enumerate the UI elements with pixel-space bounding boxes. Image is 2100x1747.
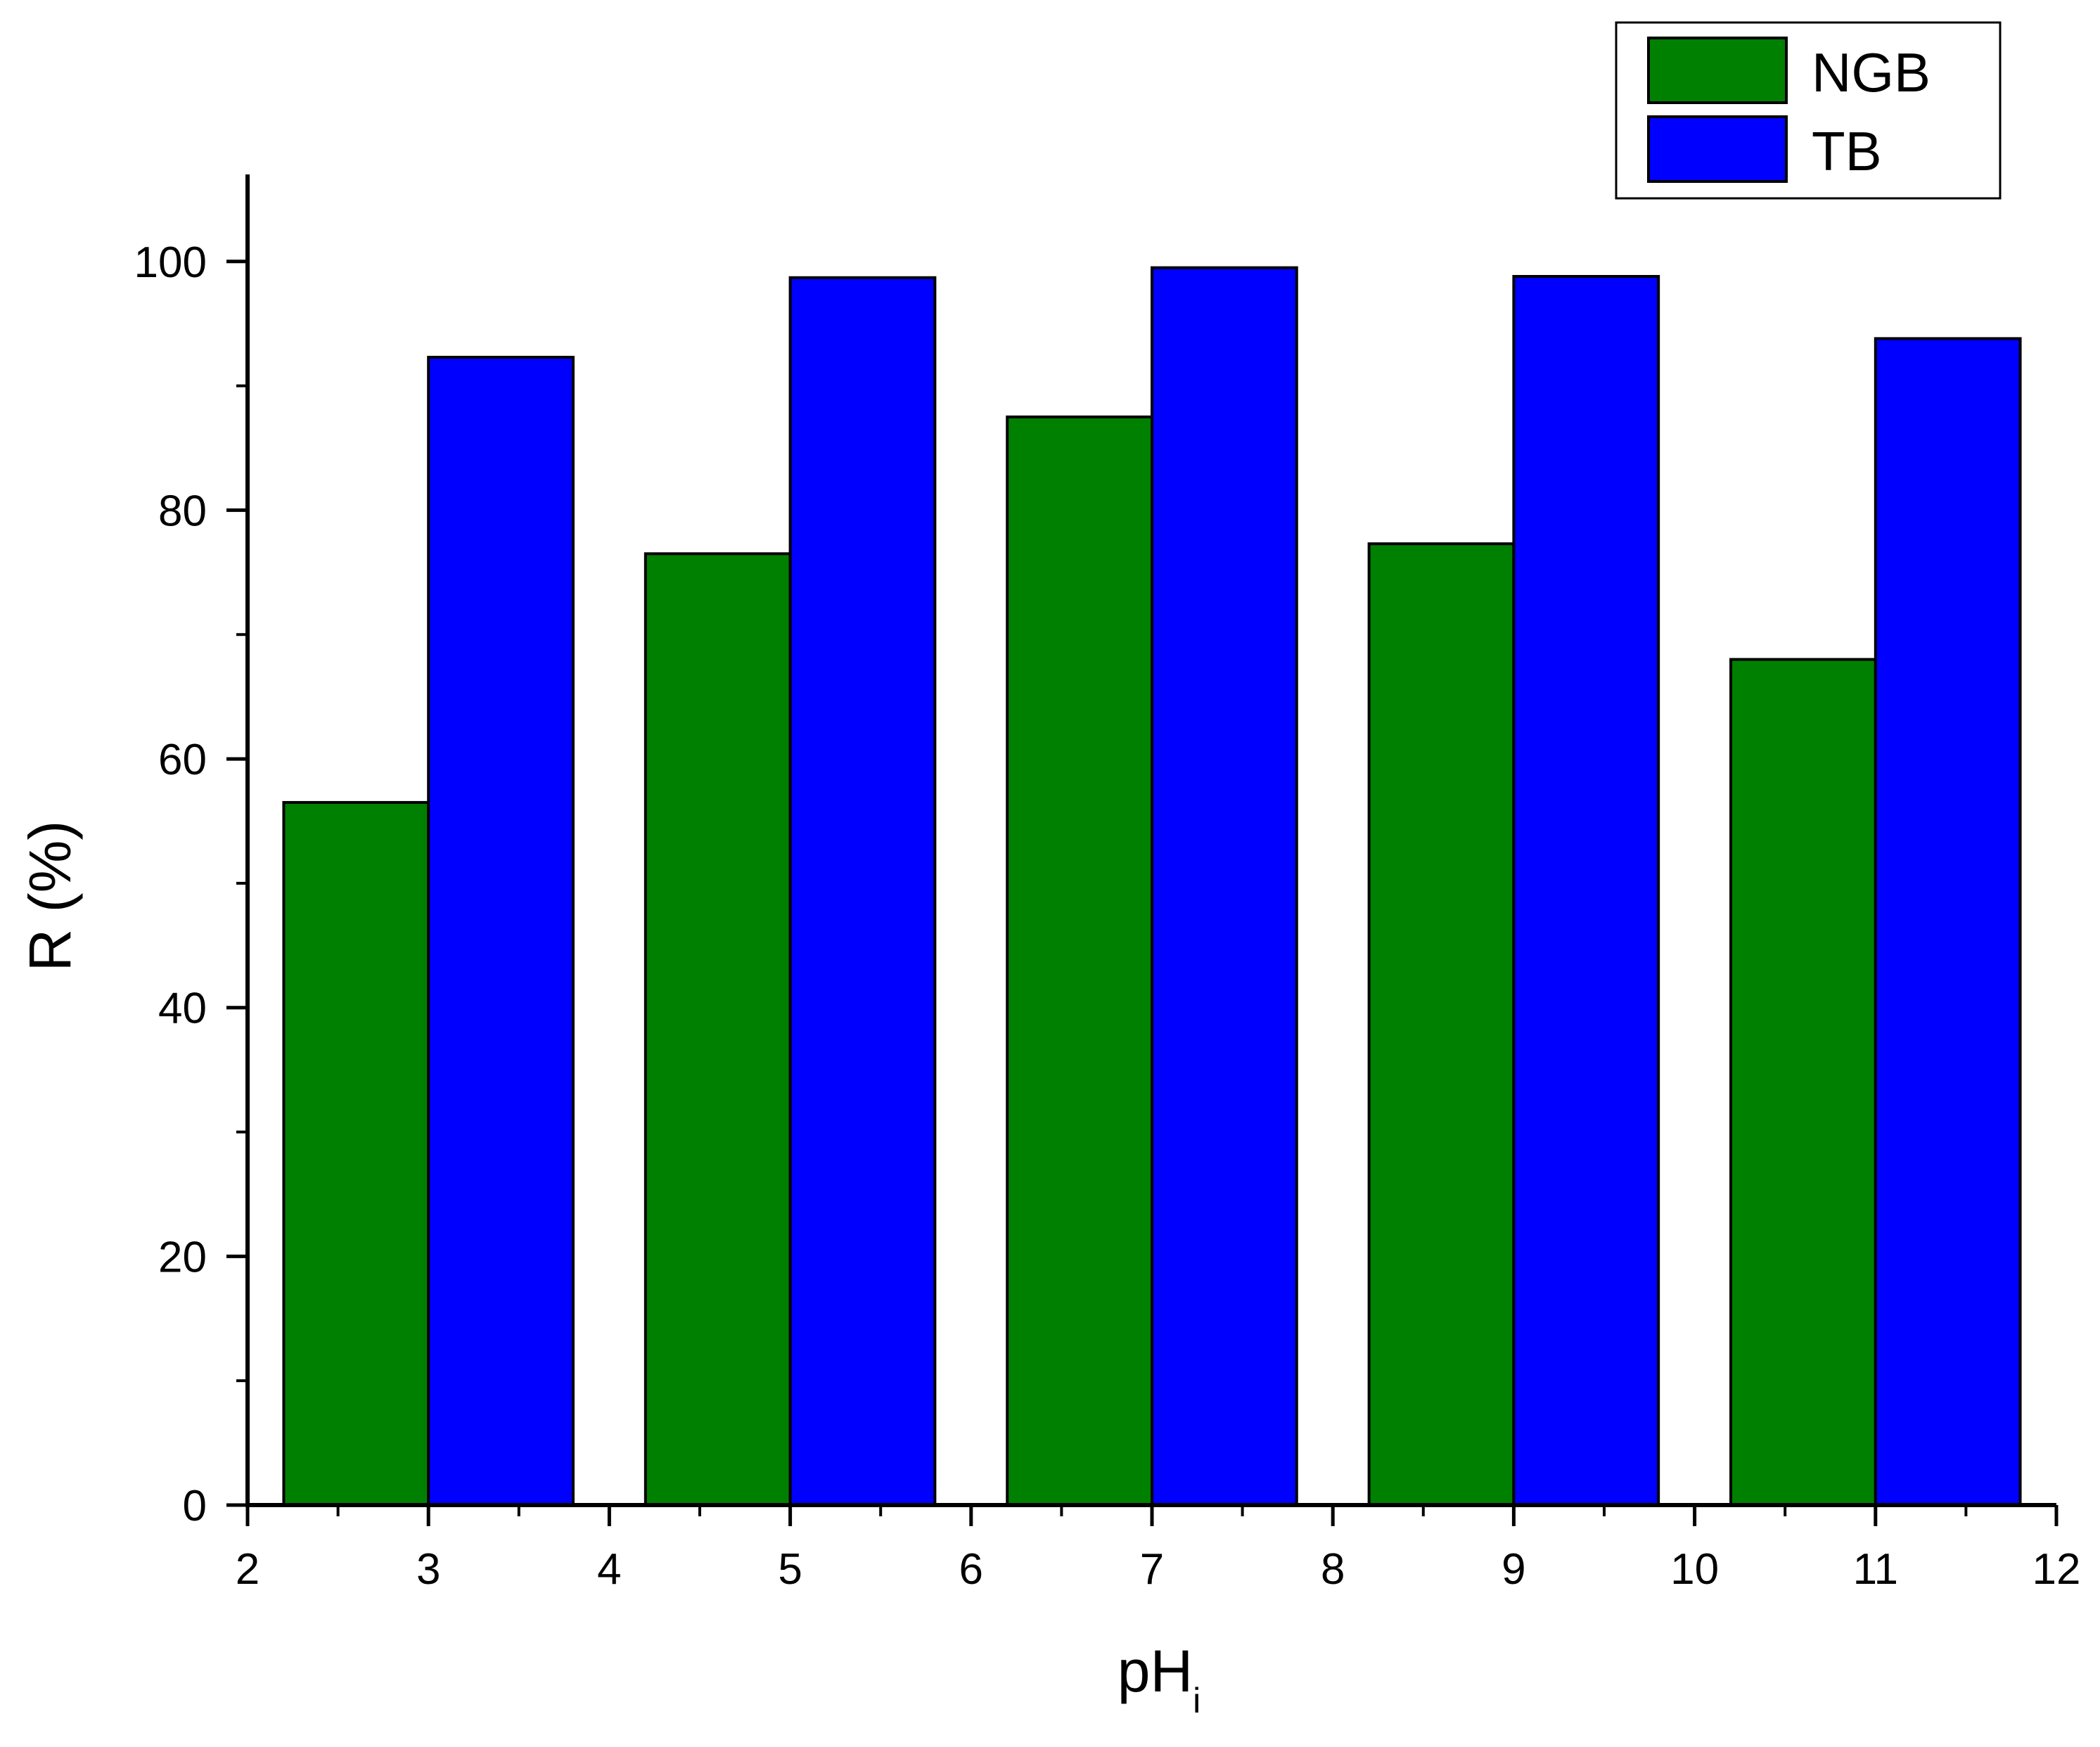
y-tick-label: 20 [158, 1233, 207, 1281]
y-axis-title: R (%) [17, 821, 83, 972]
bar-ngb-9 [1367, 542, 1516, 1506]
legend-swatch-tb [1647, 115, 1788, 183]
x-tick-label: 11 [1853, 1545, 1898, 1594]
bar-tb-7 [1151, 266, 1298, 1506]
y-tick-label: 100 [134, 238, 207, 287]
x-tick-label: 8 [1321, 1545, 1345, 1594]
bar-tb-11 [1874, 337, 2022, 1506]
y-tick-label: 0 [183, 1482, 207, 1530]
bar-tb-5 [788, 276, 937, 1507]
y-tick-label: 40 [158, 985, 207, 1033]
bar-ngb-3 [282, 800, 430, 1506]
bars [282, 266, 2022, 1507]
x-tick-label: 9 [1502, 1545, 1525, 1594]
x-tick-label: 2 [236, 1545, 260, 1594]
x-tick-label: 4 [597, 1545, 621, 1594]
bar-ngb-5 [644, 552, 792, 1506]
ticks: 2 3 4 5 6 7 8 9 10 11 12 0 20 40 60 80 100 [134, 238, 2081, 1594]
x-tick-label: 3 [416, 1545, 440, 1594]
y-tick-label: 80 [158, 487, 207, 535]
legend-label-ngb: NGB [1812, 41, 1931, 103]
legend: NGB TB [1615, 21, 2002, 200]
x-axis-title: pHi [1118, 1638, 1201, 1720]
bar-tb-9 [1512, 274, 1660, 1506]
x-tick-label: 7 [1140, 1545, 1164, 1594]
x-axis-title-subscript: i [1193, 1681, 1201, 1720]
y-tick-label: 60 [158, 736, 207, 784]
bar-tb-3 [427, 355, 575, 1507]
x-tick-label: 12 [2032, 1545, 2081, 1594]
legend-label-tb: TB [1812, 120, 1882, 182]
x-axis-title-main: pH [1118, 1638, 1193, 1704]
x-tick-label: 5 [778, 1545, 802, 1594]
bar-ngb-11 [1729, 658, 1877, 1507]
bar-ngb-7 [1006, 415, 1153, 1506]
legend-swatch-ngb [1647, 37, 1788, 104]
x-tick-label: 10 [1670, 1545, 1719, 1594]
x-tick-label: 6 [959, 1545, 983, 1594]
